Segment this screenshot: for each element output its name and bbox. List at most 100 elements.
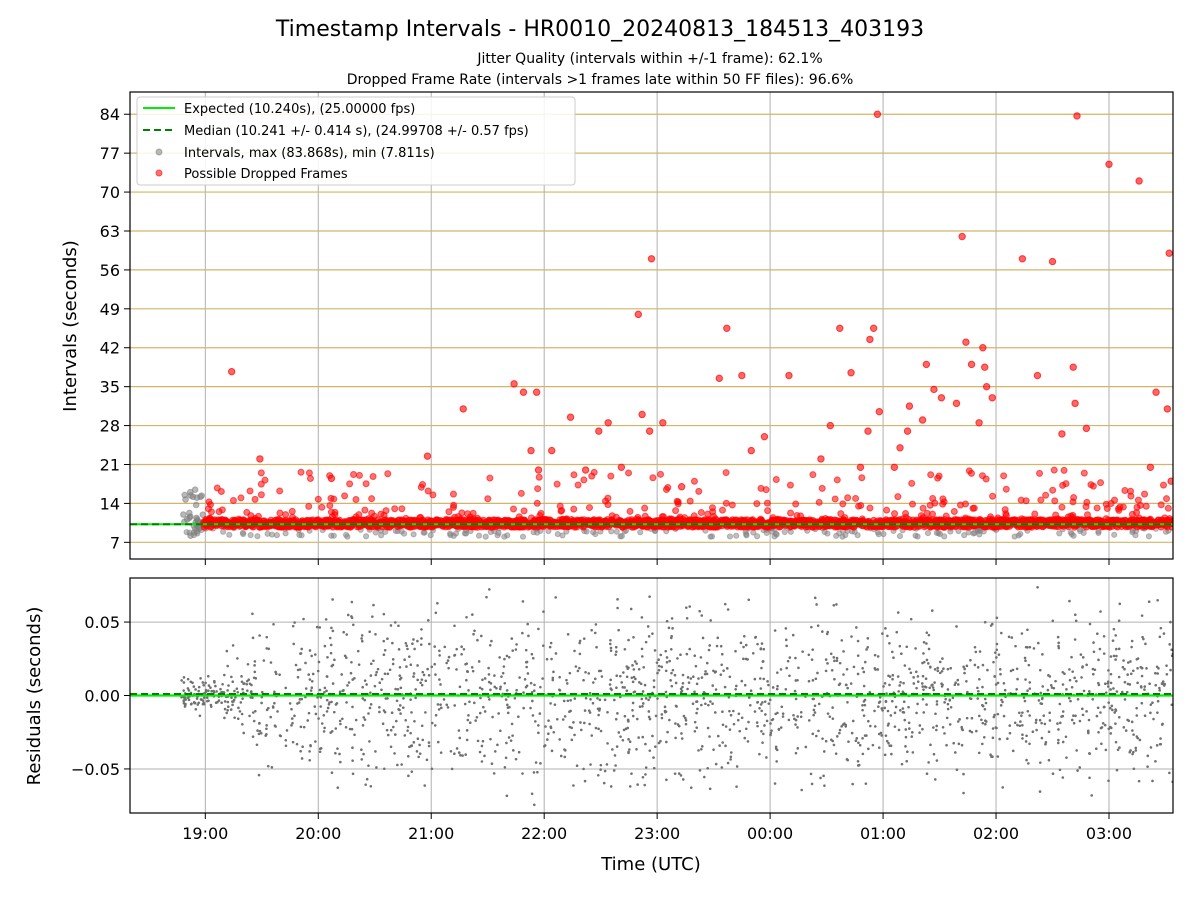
dropped-frame-point bbox=[423, 452, 432, 460]
residual-point bbox=[606, 742, 609, 745]
residual-point bbox=[513, 696, 517, 700]
residual-point bbox=[374, 632, 377, 636]
residual-point bbox=[735, 785, 738, 788]
residual-point bbox=[984, 701, 988, 705]
residual-point bbox=[531, 699, 534, 703]
dropped-frame-point bbox=[856, 463, 865, 471]
residual-point bbox=[436, 703, 440, 706]
residual-point bbox=[605, 763, 609, 766]
residual-point bbox=[325, 698, 329, 702]
dropped-frame-point bbox=[510, 380, 518, 388]
residual-point bbox=[878, 696, 882, 699]
residual-point bbox=[838, 661, 842, 665]
residual-point bbox=[311, 672, 315, 676]
residual-point bbox=[969, 697, 973, 701]
residual-point bbox=[1169, 620, 1172, 624]
interval-point bbox=[342, 531, 350, 538]
residual-point bbox=[693, 730, 697, 733]
residual-point bbox=[753, 710, 757, 713]
residual-point bbox=[977, 751, 981, 755]
residual-point bbox=[829, 652, 833, 656]
residual-point bbox=[339, 722, 342, 726]
residual-point bbox=[399, 712, 402, 715]
residual-point bbox=[233, 689, 236, 693]
residual-point bbox=[779, 668, 783, 671]
residual-point bbox=[776, 711, 779, 715]
residual-point bbox=[570, 738, 574, 742]
residual-point bbox=[720, 663, 723, 667]
dropped-frame-point bbox=[251, 495, 259, 503]
residual-point bbox=[258, 721, 261, 725]
residual-point bbox=[1028, 714, 1031, 717]
residual-point bbox=[416, 664, 419, 667]
residual-point bbox=[426, 667, 429, 671]
residual-point bbox=[615, 674, 619, 678]
residual-point bbox=[558, 738, 561, 741]
residual-point bbox=[743, 634, 746, 638]
residual-point bbox=[1134, 746, 1138, 750]
residual-point bbox=[876, 668, 880, 671]
residual-point bbox=[1008, 724, 1012, 727]
dropped-frame-point bbox=[204, 505, 212, 513]
dropped-frame-point bbox=[909, 500, 917, 508]
residual-point bbox=[1081, 707, 1084, 711]
residual-point bbox=[1126, 718, 1129, 722]
residual-point bbox=[720, 766, 724, 769]
residual-point bbox=[609, 638, 612, 642]
residual-point bbox=[663, 705, 667, 709]
dropped-frame-point bbox=[1018, 515, 1026, 523]
residual-point bbox=[589, 697, 592, 701]
residual-point bbox=[932, 726, 935, 729]
residual-point bbox=[463, 702, 467, 706]
interval-point bbox=[240, 530, 247, 538]
residual-point bbox=[603, 769, 607, 773]
residual-point bbox=[453, 752, 456, 755]
residual-point bbox=[747, 720, 750, 724]
dropped-frame-point bbox=[899, 515, 907, 523]
residual-point bbox=[694, 664, 698, 668]
residual-point bbox=[434, 673, 437, 676]
residual-point bbox=[434, 611, 438, 615]
residual-point bbox=[614, 764, 617, 767]
residual-point bbox=[981, 721, 985, 725]
residual-point bbox=[323, 726, 326, 730]
residual-point bbox=[1132, 733, 1135, 736]
residual-point bbox=[346, 613, 350, 617]
residual-point bbox=[838, 731, 841, 735]
dropped-frame-point bbox=[1082, 424, 1091, 433]
residual-point bbox=[447, 655, 451, 659]
residual-point bbox=[1109, 688, 1112, 691]
residual-point bbox=[186, 677, 190, 681]
residual-point bbox=[549, 702, 552, 705]
residual-point bbox=[816, 624, 820, 627]
dropped-frame-point bbox=[967, 360, 976, 369]
residual-point bbox=[413, 719, 416, 723]
interval-point bbox=[495, 529, 502, 537]
interval-point bbox=[398, 528, 405, 535]
residual-point bbox=[643, 683, 647, 687]
residual-point bbox=[1162, 684, 1166, 687]
dropped-frame-point bbox=[681, 514, 689, 522]
residual-point bbox=[284, 744, 288, 748]
residual-point bbox=[887, 722, 890, 725]
residual-point bbox=[936, 666, 940, 670]
residual-point bbox=[514, 648, 518, 651]
residual-point bbox=[509, 739, 513, 742]
residual-point bbox=[916, 675, 920, 678]
residual-point bbox=[816, 671, 819, 675]
dropped-frame-point bbox=[659, 419, 667, 427]
residual-point bbox=[664, 649, 668, 653]
dropped-frame-point bbox=[368, 495, 376, 503]
residual-point bbox=[644, 766, 648, 769]
residual-point bbox=[862, 670, 866, 674]
residual-point bbox=[487, 666, 490, 670]
residual-point bbox=[1023, 656, 1027, 660]
residual-point bbox=[1103, 682, 1107, 685]
residual-point bbox=[389, 624, 393, 627]
residual-point bbox=[953, 683, 957, 687]
residual-point bbox=[665, 661, 669, 664]
residual-point bbox=[335, 701, 339, 705]
residual-point bbox=[1121, 665, 1125, 669]
residual-point bbox=[365, 777, 369, 781]
residual-point bbox=[719, 673, 723, 676]
